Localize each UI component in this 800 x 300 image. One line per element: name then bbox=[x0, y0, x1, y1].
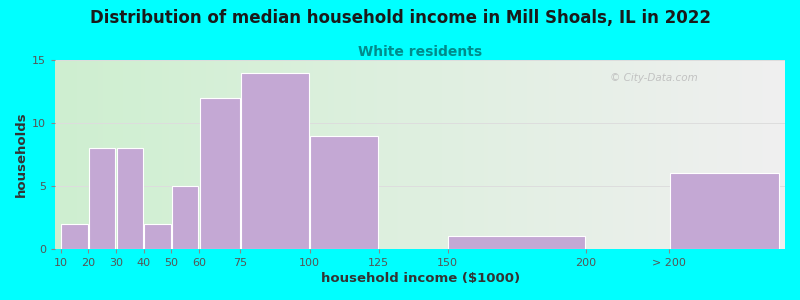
Text: Distribution of median household income in Mill Shoals, IL in 2022: Distribution of median household income … bbox=[90, 9, 710, 27]
Y-axis label: households: households bbox=[15, 112, 28, 197]
Bar bbox=[670, 173, 778, 249]
Bar bbox=[62, 224, 88, 249]
Bar bbox=[172, 186, 198, 249]
Title: White residents: White residents bbox=[358, 45, 482, 59]
X-axis label: household income ($1000): household income ($1000) bbox=[321, 272, 520, 285]
Bar bbox=[449, 236, 586, 249]
Bar bbox=[89, 148, 115, 249]
Bar bbox=[200, 98, 240, 249]
Bar bbox=[117, 148, 143, 249]
Text: © City-Data.com: © City-Data.com bbox=[610, 74, 698, 83]
Bar bbox=[310, 136, 378, 249]
Bar bbox=[144, 224, 170, 249]
Bar bbox=[241, 73, 309, 249]
